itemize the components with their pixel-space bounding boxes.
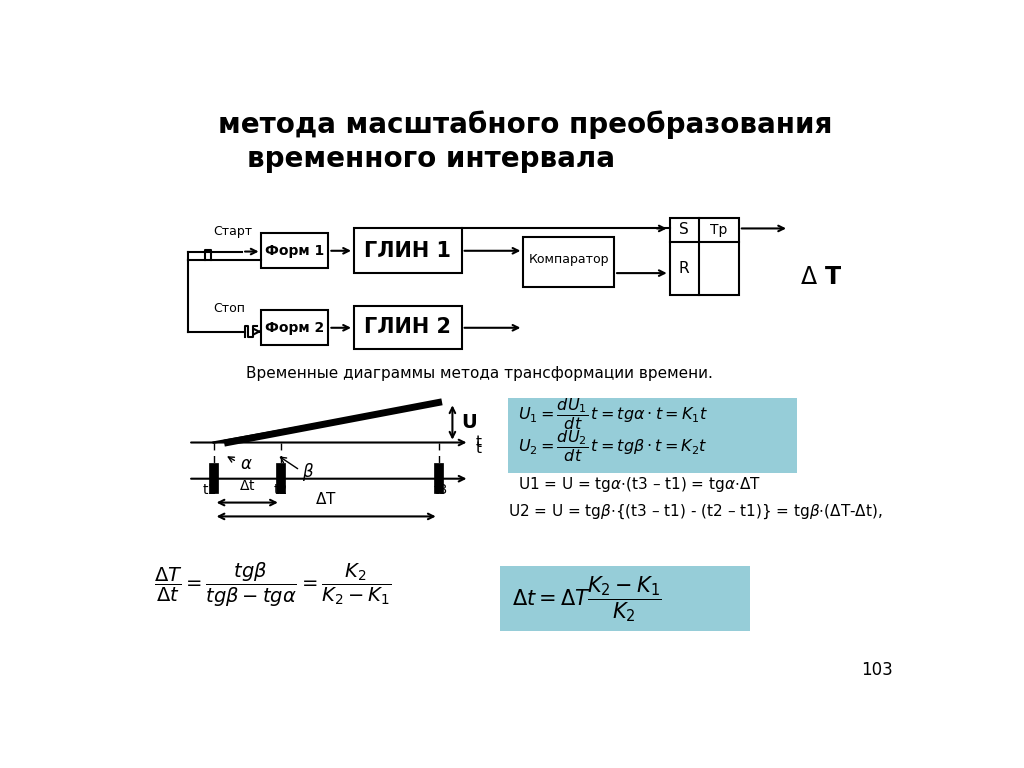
Bar	[354, 228, 462, 273]
Text: t1: t1	[203, 483, 217, 498]
Text: $\alpha$: $\alpha$	[240, 455, 253, 473]
Text: t: t	[475, 435, 481, 450]
Text: Компаратор: Компаратор	[528, 253, 609, 266]
Text: 103: 103	[861, 660, 893, 679]
Text: Временные диаграммы метода трансформации времени.: Временные диаграммы метода трансформации…	[246, 366, 713, 382]
Text: Форм 1: Форм 1	[265, 243, 325, 258]
Bar	[508, 398, 797, 473]
Text: $\beta$: $\beta$	[301, 461, 313, 483]
Text: $\Delta$ T: $\Delta$ T	[801, 265, 843, 289]
Text: Тр: Тр	[711, 223, 727, 237]
Text: ГЛИН 1: ГЛИН 1	[365, 241, 452, 261]
Text: $U_2 = \dfrac{dU_2}{dt}\,t = tg\beta \cdot t = K_2t$: $U_2 = \dfrac{dU_2}{dt}\,t = tg\beta \cd…	[518, 429, 708, 464]
Text: t2: t2	[273, 483, 288, 498]
Bar	[523, 237, 614, 287]
Bar	[261, 233, 329, 269]
Bar	[354, 306, 462, 349]
Text: ГЛИН 2: ГЛИН 2	[365, 317, 452, 337]
Text: t3: t3	[434, 483, 447, 498]
Text: Форм 2: Форм 2	[265, 321, 325, 335]
Text: U1 = U = tg$\alpha$$\cdot$(t3 – t1) = tg$\alpha$$\cdot$$\Delta$T: U1 = U = tg$\alpha$$\cdot$(t3 – t1) = tg…	[518, 475, 761, 495]
Text: R: R	[679, 261, 689, 276]
Bar	[670, 217, 739, 295]
Text: метода масштабного преобразования: метода масштабного преобразования	[218, 110, 831, 139]
Bar	[500, 566, 751, 631]
Bar	[261, 310, 329, 346]
Text: U2 = U = tg$\beta$$\cdot${(t3 – t1) - (t2 – t1)} = tg$\beta$$\cdot$($\Delta$T-$\: U2 = U = tg$\beta$$\cdot${(t3 – t1) - (t…	[508, 502, 883, 521]
Text: временного интервала: временного интервала	[247, 145, 614, 173]
Text: U: U	[462, 413, 477, 432]
Text: $U_1 = \dfrac{dU_1}{dt}\,t = tg\alpha \cdot t = K_1t$: $U_1 = \dfrac{dU_1}{dt}\,t = tg\alpha \c…	[518, 396, 708, 432]
Text: Стоп: Стоп	[214, 303, 246, 316]
Text: S: S	[679, 223, 689, 237]
Text: t: t	[475, 441, 481, 456]
Text: $\Delta$T: $\Delta$T	[315, 492, 337, 507]
Text: Старт: Старт	[214, 226, 253, 238]
Text: $\dfrac{\Delta T}{\Delta t} = \dfrac{tg\beta}{tg\beta - tg\alpha} = \dfrac{K_2}{: $\dfrac{\Delta T}{\Delta t} = \dfrac{tg\…	[154, 561, 391, 609]
Text: $\Delta t = \Delta T\dfrac{K_2 - K_1}{K_2}$: $\Delta t = \Delta T\dfrac{K_2 - K_1}{K_…	[512, 574, 662, 624]
Text: $\Delta$t: $\Delta$t	[239, 479, 256, 493]
